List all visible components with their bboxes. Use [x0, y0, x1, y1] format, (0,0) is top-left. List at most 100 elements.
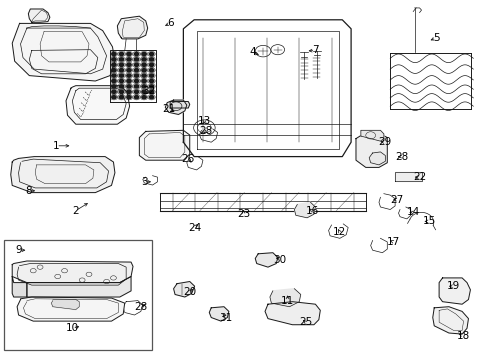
- Circle shape: [149, 85, 153, 88]
- Text: 11: 11: [280, 296, 294, 306]
- Circle shape: [111, 90, 116, 94]
- Circle shape: [119, 52, 123, 55]
- Text: 28: 28: [394, 152, 408, 162]
- Circle shape: [134, 69, 139, 72]
- Polygon shape: [355, 132, 386, 167]
- Text: 20: 20: [183, 287, 196, 297]
- Circle shape: [119, 85, 123, 88]
- Text: 22: 22: [412, 172, 426, 182]
- Polygon shape: [11, 157, 115, 193]
- Polygon shape: [17, 297, 124, 321]
- Text: 25: 25: [298, 317, 312, 327]
- Text: 16: 16: [305, 206, 318, 216]
- Circle shape: [134, 79, 139, 83]
- Circle shape: [126, 74, 131, 77]
- Circle shape: [142, 95, 146, 99]
- Polygon shape: [27, 276, 131, 297]
- Text: 23: 23: [236, 209, 250, 219]
- Polygon shape: [209, 307, 228, 321]
- Circle shape: [111, 52, 116, 55]
- Circle shape: [142, 58, 146, 61]
- Circle shape: [119, 69, 123, 72]
- Circle shape: [149, 69, 153, 72]
- Text: 10: 10: [66, 323, 79, 333]
- Text: 6: 6: [166, 18, 173, 28]
- Polygon shape: [264, 302, 320, 325]
- Polygon shape: [255, 253, 277, 267]
- Text: 18: 18: [456, 330, 469, 341]
- Text: 15: 15: [422, 216, 435, 226]
- Polygon shape: [51, 300, 79, 310]
- Circle shape: [134, 95, 139, 99]
- Text: 13: 13: [197, 116, 211, 126]
- Circle shape: [126, 90, 131, 94]
- Circle shape: [134, 74, 139, 77]
- Polygon shape: [432, 307, 468, 334]
- Text: 17: 17: [386, 237, 400, 247]
- Circle shape: [119, 58, 123, 61]
- Circle shape: [142, 52, 146, 55]
- Circle shape: [119, 79, 123, 83]
- Circle shape: [111, 63, 116, 66]
- Circle shape: [126, 69, 131, 72]
- Circle shape: [119, 95, 123, 99]
- Polygon shape: [269, 289, 300, 307]
- Text: 24: 24: [187, 222, 201, 233]
- Circle shape: [126, 52, 131, 55]
- Bar: [4, 240, 151, 350]
- Polygon shape: [66, 86, 129, 124]
- Text: 9: 9: [15, 245, 22, 255]
- Text: 12: 12: [332, 227, 346, 237]
- Text: 7: 7: [311, 45, 318, 55]
- Text: 2: 2: [72, 206, 79, 216]
- Circle shape: [149, 79, 153, 83]
- Polygon shape: [438, 278, 469, 304]
- Circle shape: [142, 74, 146, 77]
- Text: 4: 4: [248, 47, 255, 57]
- Text: 27: 27: [389, 195, 403, 205]
- Circle shape: [149, 52, 153, 55]
- Circle shape: [126, 95, 131, 99]
- Circle shape: [111, 74, 116, 77]
- Polygon shape: [139, 130, 189, 160]
- Circle shape: [111, 69, 116, 72]
- Circle shape: [134, 63, 139, 66]
- Text: 26: 26: [181, 154, 195, 164]
- Text: 28: 28: [134, 302, 147, 312]
- Polygon shape: [12, 23, 115, 81]
- Circle shape: [149, 74, 153, 77]
- Circle shape: [126, 58, 131, 61]
- Circle shape: [149, 58, 153, 61]
- Circle shape: [142, 79, 146, 83]
- Text: 14: 14: [406, 207, 419, 217]
- Circle shape: [149, 63, 153, 66]
- Circle shape: [119, 63, 123, 66]
- Circle shape: [111, 85, 116, 88]
- Circle shape: [126, 79, 131, 83]
- Polygon shape: [394, 172, 421, 181]
- Text: 31: 31: [219, 312, 232, 323]
- Circle shape: [142, 69, 146, 72]
- Circle shape: [149, 90, 153, 94]
- Circle shape: [134, 85, 139, 88]
- Text: 28: 28: [199, 126, 213, 136]
- Polygon shape: [360, 130, 383, 141]
- Circle shape: [111, 58, 116, 61]
- Text: 19: 19: [446, 281, 460, 291]
- Circle shape: [119, 90, 123, 94]
- Polygon shape: [173, 282, 194, 297]
- Circle shape: [134, 90, 139, 94]
- Polygon shape: [368, 152, 385, 165]
- Polygon shape: [294, 202, 315, 218]
- Circle shape: [142, 63, 146, 66]
- Circle shape: [126, 63, 131, 66]
- Polygon shape: [117, 16, 147, 39]
- Circle shape: [126, 85, 131, 88]
- Circle shape: [134, 58, 139, 61]
- Polygon shape: [165, 100, 186, 114]
- Text: 32: 32: [142, 86, 156, 96]
- Circle shape: [142, 85, 146, 88]
- Circle shape: [111, 79, 116, 83]
- Polygon shape: [12, 276, 27, 297]
- Text: 8: 8: [25, 186, 32, 196]
